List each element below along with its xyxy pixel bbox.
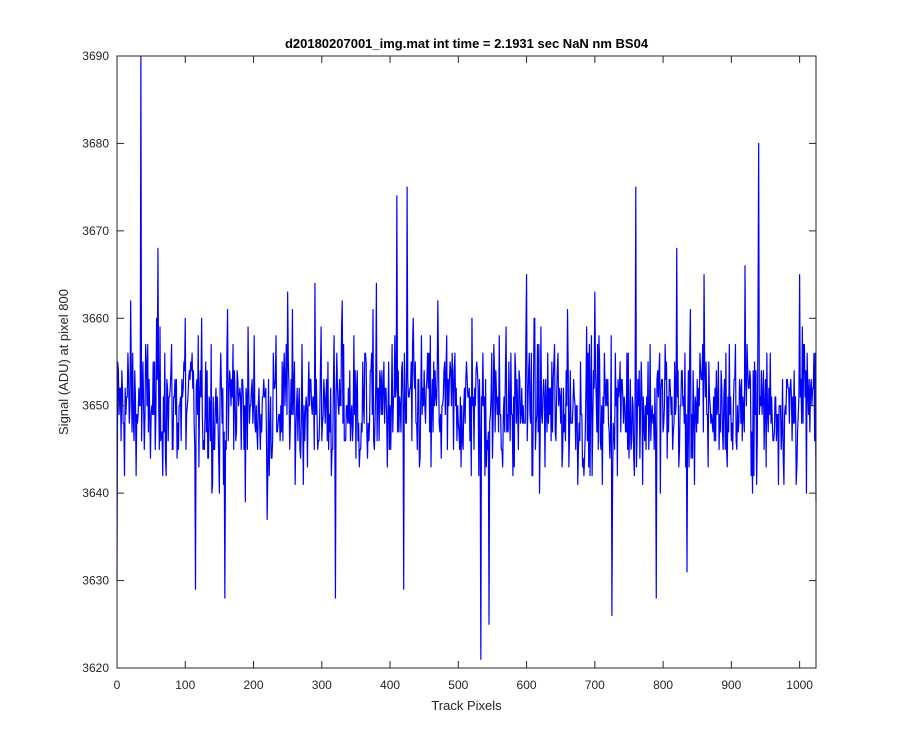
x-tick-label: 600 (517, 678, 537, 692)
x-tick-label: 500 (448, 678, 468, 692)
chart-title: d20180207001_img.mat int time = 2.1931 s… (285, 36, 649, 51)
y-tick-label: 3670 (82, 224, 109, 238)
x-tick-label: 800 (653, 678, 673, 692)
y-tick-label: 3660 (82, 311, 109, 325)
y-tick-label: 3640 (82, 486, 109, 500)
x-tick-label: 300 (312, 678, 332, 692)
series-line (116, 55, 817, 660)
x-tick-label: 400 (380, 678, 400, 692)
x-tick-label: 100 (175, 678, 195, 692)
y-axis-label: Signal (ADU) at pixel 800 (56, 289, 71, 435)
y-tick-label: 3680 (82, 136, 109, 150)
y-tick-label: 3650 (82, 399, 109, 413)
tick-layer: 0 100 200 300 400 500 600 700 800 900 1000 3620 3630… (82, 49, 816, 692)
x-tick-label: 700 (585, 678, 605, 692)
y-tick-label: 3630 (82, 574, 109, 588)
x-tick-label: 200 (244, 678, 264, 692)
x-tick-label: 1000 (786, 678, 813, 692)
y-tick-label: 3620 (82, 661, 109, 675)
x-axis-label: Track Pixels (431, 698, 502, 713)
x-tick-label: 900 (721, 678, 741, 692)
y-tick-label: 3690 (82, 49, 109, 63)
plot-area-frame (116, 55, 817, 669)
x-tick-label: 0 (114, 678, 121, 692)
series-layer (116, 55, 817, 660)
